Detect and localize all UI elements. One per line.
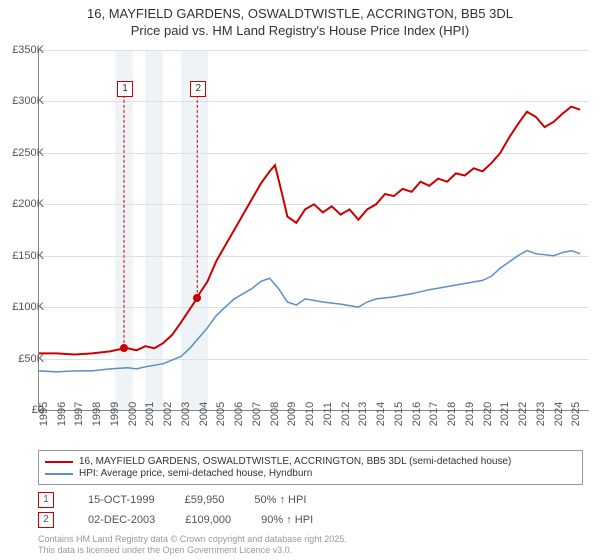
sale-date: 15-OCT-1999 xyxy=(88,494,155,506)
sale-marker-number: 1 xyxy=(43,494,49,505)
sale-marker-box: 1 xyxy=(117,81,133,97)
y-axis-label: £300K xyxy=(12,95,44,107)
legend-swatch xyxy=(45,473,73,475)
x-axis-label: 1996 xyxy=(56,402,68,426)
x-axis-label: 1997 xyxy=(73,402,85,426)
footer-line-2: This data is licensed under the Open Gov… xyxy=(38,545,347,556)
legend-row: 16, MAYFIELD GARDENS, OSWALDTWISTLE, ACC… xyxy=(45,456,576,467)
x-axis-label: 2006 xyxy=(233,402,245,426)
sale-row: 2 02-DEC-2003 £109,000 90% ↑ HPI xyxy=(38,512,313,528)
x-axis-label: 2008 xyxy=(269,402,281,426)
y-axis-label: £150K xyxy=(12,250,44,262)
sale-hpi: 50% ↑ HPI xyxy=(254,494,306,506)
sale-row: 1 15-OCT-1999 £59,950 50% ↑ HPI xyxy=(38,492,306,508)
series-line xyxy=(39,107,580,355)
x-axis-label: 2002 xyxy=(162,402,174,426)
legend-row: HPI: Average price, semi-detached house,… xyxy=(45,468,576,479)
x-axis-label: 2001 xyxy=(144,402,156,426)
title-block: 16, MAYFIELD GARDENS, OSWALDTWISTLE, ACC… xyxy=(0,0,600,40)
x-axis-label: 2004 xyxy=(198,402,210,426)
x-axis-label: 2017 xyxy=(428,402,440,426)
x-axis-label: 2019 xyxy=(464,402,476,426)
sale-marker-dot xyxy=(193,294,201,302)
x-axis-label: 2003 xyxy=(180,402,192,426)
x-axis-label: 2011 xyxy=(322,402,334,426)
series-line xyxy=(39,251,580,372)
legend-swatch xyxy=(45,461,73,463)
x-axis-label: 2023 xyxy=(535,402,547,426)
sale-marker-dot xyxy=(120,344,128,352)
title-line-2: Price paid vs. HM Land Registry's House … xyxy=(0,23,600,40)
y-axis-label: £100K xyxy=(12,301,44,313)
sale-marker-icon: 1 xyxy=(38,492,54,508)
y-axis-label: £250K xyxy=(12,147,44,159)
x-axis-label: 2007 xyxy=(251,402,263,426)
chart-container: 16, MAYFIELD GARDENS, OSWALDTWISTLE, ACC… xyxy=(0,0,600,560)
x-axis-label: 2018 xyxy=(446,402,458,426)
x-axis-label: 2012 xyxy=(340,402,352,426)
legend-label: 16, MAYFIELD GARDENS, OSWALDTWISTLE, ACC… xyxy=(79,456,511,467)
sale-date: 02-DEC-2003 xyxy=(88,514,155,526)
x-axis-label: 1998 xyxy=(91,402,103,426)
x-axis-label: 1995 xyxy=(38,402,50,426)
chart-svg xyxy=(39,50,589,410)
x-axis-label: 2020 xyxy=(482,402,494,426)
chart-plot-area: 12 xyxy=(38,50,589,411)
x-axis-label: 2000 xyxy=(127,402,139,426)
sale-marker-icon: 2 xyxy=(38,512,54,528)
sale-marker-number: 2 xyxy=(43,514,49,525)
title-line-1: 16, MAYFIELD GARDENS, OSWALDTWISTLE, ACC… xyxy=(0,6,600,23)
x-axis-label: 2025 xyxy=(570,402,582,426)
x-axis-label: 2009 xyxy=(286,402,298,426)
x-axis-label: 2015 xyxy=(393,402,405,426)
y-axis-label: £350K xyxy=(12,44,44,56)
footer-line-1: Contains HM Land Registry data © Crown c… xyxy=(38,534,347,545)
sale-price: £109,000 xyxy=(185,514,231,526)
x-axis-label: 2013 xyxy=(357,402,369,426)
x-axis-label: 2005 xyxy=(215,402,227,426)
y-axis-label: £200K xyxy=(12,198,44,210)
y-axis-label: £50K xyxy=(18,353,44,365)
legend-box: 16, MAYFIELD GARDENS, OSWALDTWISTLE, ACC… xyxy=(38,450,583,485)
sale-marker-box: 2 xyxy=(190,81,206,97)
footer-attribution: Contains HM Land Registry data © Crown c… xyxy=(38,534,347,556)
x-axis-label: 1999 xyxy=(109,402,121,426)
x-axis-label: 2022 xyxy=(517,402,529,426)
x-axis-label: 2016 xyxy=(411,402,423,426)
x-axis-label: 2024 xyxy=(553,402,565,426)
x-axis-label: 2021 xyxy=(499,402,511,426)
x-axis-label: 2010 xyxy=(304,402,316,426)
sale-hpi: 90% ↑ HPI xyxy=(261,514,313,526)
x-axis-label: 2014 xyxy=(375,402,387,426)
legend-label: HPI: Average price, semi-detached house,… xyxy=(79,468,312,479)
sale-price: £59,950 xyxy=(185,494,225,506)
